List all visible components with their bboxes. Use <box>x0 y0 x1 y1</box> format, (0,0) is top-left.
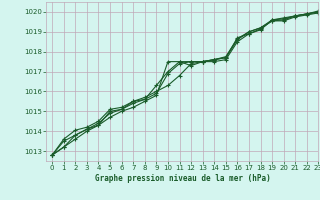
X-axis label: Graphe pression niveau de la mer (hPa): Graphe pression niveau de la mer (hPa) <box>94 174 270 183</box>
